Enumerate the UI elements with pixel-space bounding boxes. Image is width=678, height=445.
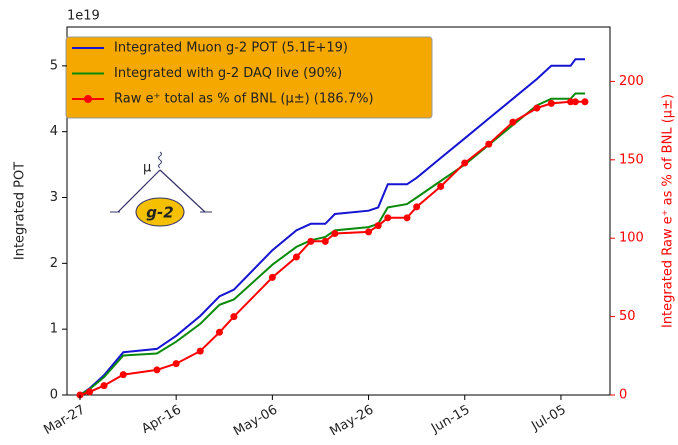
y-tick-label: 4 xyxy=(50,124,58,139)
series-marker xyxy=(485,140,493,148)
marks xyxy=(76,58,589,399)
series-marker xyxy=(567,98,575,106)
series-marker xyxy=(581,98,589,106)
y2-tick-label: 0 xyxy=(619,388,627,403)
series-marker xyxy=(374,222,382,230)
series-marker xyxy=(321,237,329,245)
series-marker xyxy=(403,214,411,222)
y2-tick-label: 100 xyxy=(619,231,644,246)
series-marker xyxy=(461,159,469,167)
y-tick-label: 2 xyxy=(50,256,58,271)
series-marker xyxy=(268,273,276,281)
y-tick-label: 0 xyxy=(50,388,58,403)
y-tick-label: 3 xyxy=(50,190,58,205)
series-marker xyxy=(437,182,445,190)
x-tick-label: May-26 xyxy=(327,403,376,440)
series-marker xyxy=(215,328,223,336)
series-marker xyxy=(571,98,579,106)
series-marker xyxy=(153,366,161,374)
y-offset-label: 1e19 xyxy=(67,9,100,24)
y2-tick-label: 50 xyxy=(619,309,636,324)
series-line xyxy=(79,100,585,396)
x-tick-label: Apr-16 xyxy=(139,403,184,437)
legend-label: Raw e⁺ total as % of BNL (μ±) (186.7%) xyxy=(114,92,374,107)
series-marker xyxy=(86,388,94,396)
series-marker xyxy=(533,104,541,112)
x-tick-label: May-06 xyxy=(231,403,280,440)
x-tick-label: Jun-15 xyxy=(428,403,472,437)
series-marker xyxy=(331,230,339,238)
x-tick-label: Jul-05 xyxy=(528,403,568,435)
logo-mu: μ xyxy=(143,161,151,176)
series-marker xyxy=(292,253,300,261)
y2-axis-label: Integrated Raw e⁺ as % of BNL (μ±) xyxy=(661,94,676,328)
y-axis-label: Integrated POT xyxy=(13,162,28,260)
legend-label: Integrated with g-2 DAQ live (90%) xyxy=(114,66,342,81)
y2-tick-label: 200 xyxy=(619,74,644,89)
series-line xyxy=(79,58,585,396)
series-marker xyxy=(384,214,392,222)
y-tick-label: 5 xyxy=(50,58,58,73)
series-marker xyxy=(196,347,204,355)
series-marker xyxy=(100,382,108,390)
legend-box xyxy=(65,36,433,119)
y2-tick-label: 150 xyxy=(619,152,644,167)
series-marker xyxy=(230,313,238,321)
series-marker xyxy=(365,228,373,236)
series-marker xyxy=(509,118,517,126)
series-marker xyxy=(547,99,555,107)
g2-logo: μ g-2 xyxy=(110,151,212,227)
x-tick-label: Mar-27 xyxy=(41,403,87,438)
legend-marker xyxy=(84,95,92,103)
series-marker xyxy=(119,371,127,379)
series-marker xyxy=(413,203,421,211)
plot-frame xyxy=(66,26,611,396)
legend-label: Integrated Muon g-2 POT (5.1E+19) xyxy=(114,41,348,56)
series-marker xyxy=(307,237,315,245)
logo-text: g-2 xyxy=(146,204,173,222)
y-tick-label: 1 xyxy=(50,322,58,337)
series-marker xyxy=(172,360,180,368)
